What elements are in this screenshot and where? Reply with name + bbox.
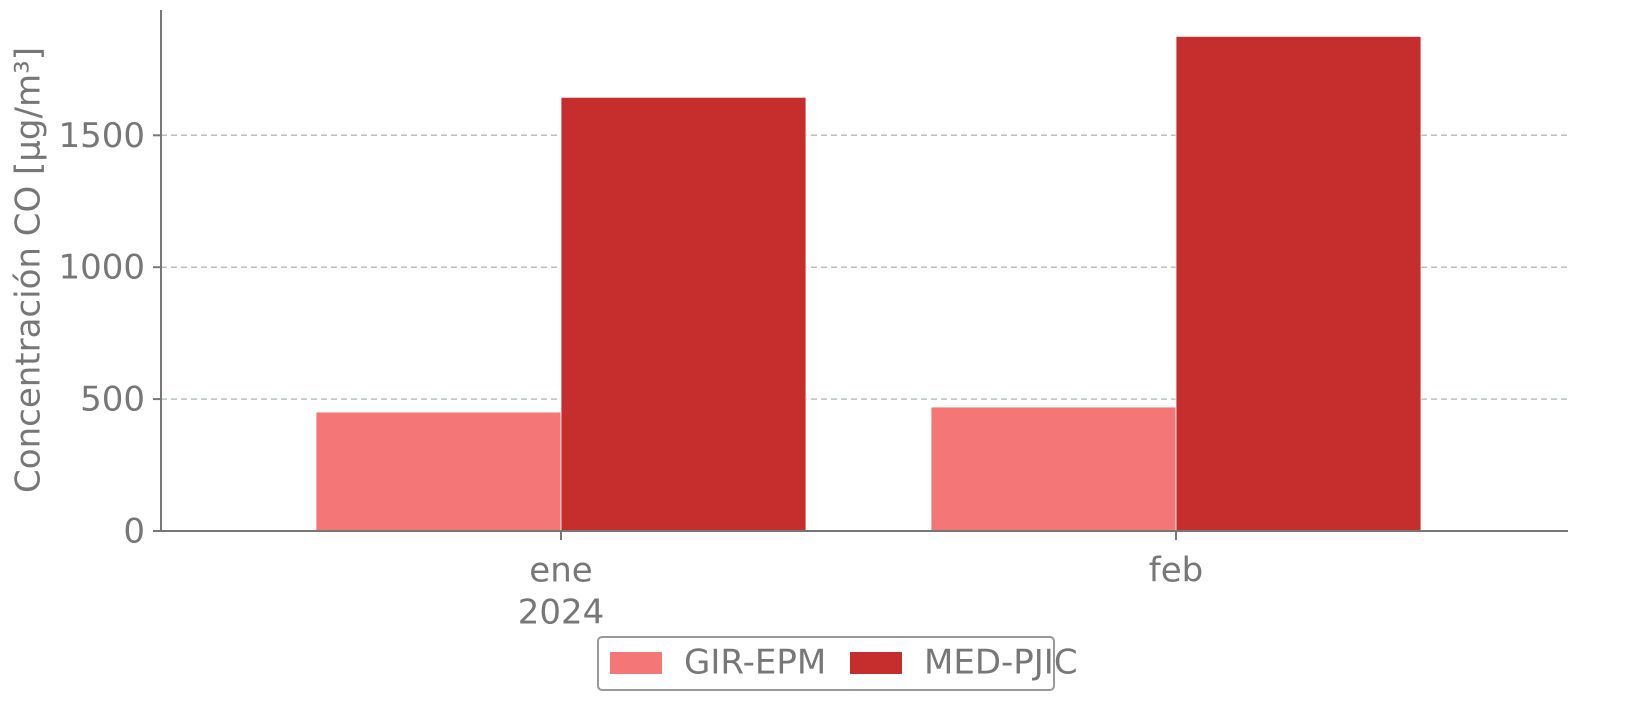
y-tick-label: 0 [123,512,145,552]
legend-swatch [850,652,902,674]
bar [560,96,807,532]
y-tick-label: 1500 [58,116,145,156]
legend-label: MED-PJIC [924,643,1078,683]
legend-swatch [610,652,662,674]
x-tick-sublabel: 2024 [518,593,605,633]
y-tick-label: 1000 [58,248,145,288]
bar [315,411,562,532]
bar [1175,35,1422,532]
legend-box [597,636,1055,691]
legend-label: GIR-EPM [684,643,826,683]
y-tick-label: 500 [80,380,145,420]
bar [930,406,1177,532]
y-axis-label: Concentración CO [μg/m³] [9,47,49,493]
x-tick-label: ene [529,551,592,591]
x-tick-label: feb [1149,551,1203,591]
